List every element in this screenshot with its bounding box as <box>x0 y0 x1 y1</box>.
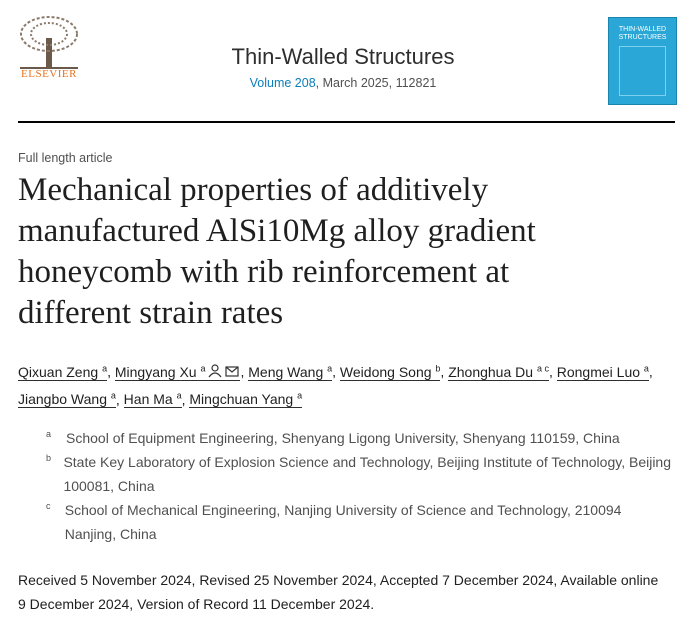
publisher-name: ELSEVIER <box>21 68 77 80</box>
author[interactable]: Weidong Song b <box>339 363 441 381</box>
author-name[interactable]: Jiangbo Wang <box>18 391 107 408</box>
author[interactable]: Han Ma a <box>123 390 182 409</box>
publisher-logo <box>20 16 78 69</box>
author-separator: , <box>107 363 111 380</box>
author-name[interactable]: Han Ma <box>123 391 173 408</box>
journal-title[interactable]: Thin-Walled Structures <box>231 44 455 69</box>
volume-link[interactable]: Volume 208 <box>249 76 316 90</box>
issue-info: , March 2025, 112821 <box>315 76 437 90</box>
affiliation-label: c <box>46 501 51 511</box>
affiliation-list: a School of Equipment Engineering, Shenya… <box>46 426 676 546</box>
author-name[interactable]: Weidong Song <box>339 363 432 380</box>
article-type: Full length article <box>18 151 113 165</box>
author-affiliation: a <box>102 363 108 373</box>
author-affiliation: a <box>176 390 182 401</box>
journal-cover[interactable]: THIN-WALLED STRUCTURES <box>608 17 677 105</box>
affiliation-text: School of Equipment Engineering, Shenyan… <box>66 430 620 446</box>
author-name[interactable]: Mingchuan Yang <box>189 391 294 408</box>
affiliation: b State Key Laboratory of Explosion Scien… <box>46 450 676 498</box>
author-affiliation: a <box>327 363 333 373</box>
author-name[interactable]: Qixuan Zeng <box>18 363 99 380</box>
volume-line: Volume 208, March 2025, 112821 <box>0 76 686 90</box>
author-affiliation: a <box>200 363 206 373</box>
affiliation: c School of Mechanical Engineering, Nanji… <box>46 498 676 546</box>
author[interactable]: Jiangbo Wang a <box>18 390 116 409</box>
author[interactable]: Meng Wang a <box>248 363 333 381</box>
author-separator: , <box>440 363 445 380</box>
author[interactable]: Qixuan Zeng a <box>18 363 108 381</box>
author-separator: , <box>240 363 245 380</box>
author-separator: , <box>548 363 553 380</box>
affiliation-text: State Key Laboratory of Explosion Scienc… <box>63 454 672 494</box>
cover-title: THIN-WALLED STRUCTURES <box>618 26 667 41</box>
author-separator: , <box>115 391 120 408</box>
author-affiliation: a <box>110 390 116 401</box>
author[interactable]: Mingchuan Yang a <box>189 390 303 409</box>
author[interactable]: Mingyang Xu a <box>114 363 241 381</box>
affiliation-label: a <box>46 429 52 439</box>
affiliation-label: b <box>46 453 52 463</box>
author-icons[interactable] <box>208 364 240 378</box>
affiliation: a School of Equipment Engineering, Shenya… <box>46 426 676 450</box>
author[interactable]: Rongmei Luo a <box>556 363 649 381</box>
author-name[interactable]: Zhonghua Du <box>448 363 534 380</box>
author-separator: , <box>181 391 186 408</box>
author-separator: , <box>648 363 653 380</box>
cover-frame <box>619 46 666 96</box>
author-name[interactable]: Mingyang Xu <box>114 363 197 380</box>
author-name[interactable]: Meng Wang <box>248 363 324 380</box>
author-name[interactable]: Rongmei Luo <box>556 363 641 380</box>
author[interactable]: Zhonghua Du a c <box>448 363 549 381</box>
author-affiliation: a <box>297 390 303 401</box>
author-separator: , <box>332 363 337 380</box>
author-affiliation: a <box>643 363 649 373</box>
author-affiliation: a c <box>536 363 549 373</box>
article-title: Mechanical properties of additively manu… <box>18 172 536 331</box>
divider <box>18 121 675 123</box>
author-affiliation: b <box>435 363 441 373</box>
author-list: Qixuan Zeng a, Mingyang Xu a, Meng Wang … <box>18 356 658 411</box>
article-dates: Received 5 November 2024, Revised 25 Nov… <box>18 572 659 612</box>
affiliation-text: School of Mechanical Engineering, Nanjin… <box>64 502 622 542</box>
